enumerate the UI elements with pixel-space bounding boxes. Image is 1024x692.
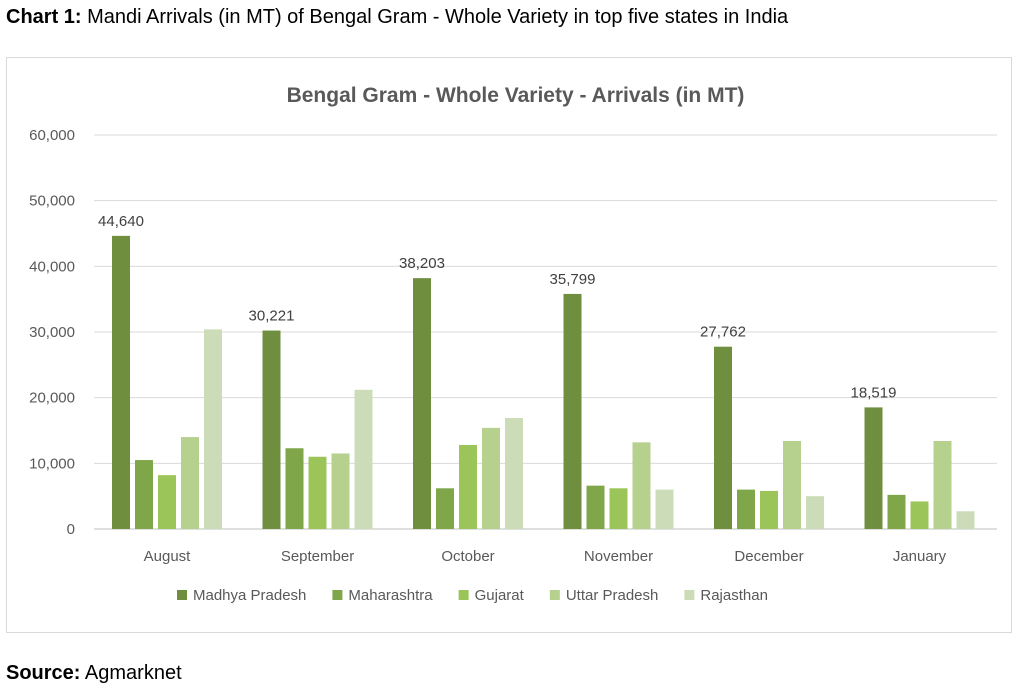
bar-uttar-pradesh xyxy=(482,427,500,529)
y-tick-label: 0 xyxy=(67,521,75,538)
chart-title: Bengal Gram - Whole Variety - Arrivals (… xyxy=(287,84,745,107)
source-prefix: Source: xyxy=(6,662,81,684)
bar-madhya-pradesh xyxy=(413,278,431,529)
data-label: 18,519 xyxy=(851,384,897,401)
source-text: Agmarknet xyxy=(80,662,182,684)
source-note: Source: Agmarknet xyxy=(6,660,182,686)
legend-swatch xyxy=(177,590,187,600)
bar-uttar-pradesh xyxy=(632,442,651,529)
bar-rajasthan xyxy=(956,511,975,529)
y-tick-label: 10,000 xyxy=(29,455,75,472)
bar-maharashtra xyxy=(887,494,906,529)
bar-madhya-pradesh xyxy=(563,293,582,529)
x-tick-label: January xyxy=(893,548,947,565)
bar-madhya-pradesh xyxy=(112,235,130,529)
bar-rajasthan xyxy=(806,496,824,529)
data-label: 38,203 xyxy=(399,255,445,272)
bar-madhya-pradesh xyxy=(262,330,281,529)
bar-maharashtra xyxy=(285,448,304,529)
legend-label: Maharashtra xyxy=(348,587,433,604)
x-tick-label: November xyxy=(584,548,653,565)
bar-rajasthan xyxy=(354,389,373,529)
bar-uttar-pradesh xyxy=(331,453,350,529)
legend-swatch xyxy=(684,590,695,600)
x-tick-label: October xyxy=(441,548,494,565)
bar-maharashtra xyxy=(436,488,454,529)
x-tick-label: December xyxy=(734,548,803,565)
legend-label: Gujarat xyxy=(475,587,525,604)
bar-gujarat xyxy=(308,456,327,529)
bar-madhya-pradesh xyxy=(864,407,883,529)
caption-prefix: Chart 1: xyxy=(6,6,82,28)
legend-label: Uttar Pradesh xyxy=(566,587,659,604)
data-label: 35,799 xyxy=(550,271,596,288)
y-tick-label: 40,000 xyxy=(29,258,75,275)
bar-gujarat xyxy=(760,490,778,529)
legend-label: Madhya Pradesh xyxy=(193,587,306,604)
y-tick-label: 20,000 xyxy=(29,390,75,407)
bar-gujarat xyxy=(158,475,176,529)
bar-maharashtra xyxy=(737,489,755,529)
chart-frame: Bengal Gram - Whole Variety - Arrivals (… xyxy=(6,57,1012,633)
legend-swatch xyxy=(549,590,560,600)
bar-gujarat xyxy=(459,444,477,529)
data-label: 44,640 xyxy=(98,213,144,230)
chart-caption: Chart 1: Mandi Arrivals (in MT) of Benga… xyxy=(6,4,788,30)
bar-rajasthan xyxy=(505,418,523,529)
bar-maharashtra xyxy=(586,485,605,529)
bar-uttar-pradesh xyxy=(783,441,801,529)
data-label: 30,221 xyxy=(249,308,295,325)
caption-text: Mandi Arrivals (in MT) of Bengal Gram - … xyxy=(81,6,789,28)
bar-uttar-pradesh xyxy=(933,441,952,529)
y-tick-label: 50,000 xyxy=(29,193,75,210)
bar-rajasthan xyxy=(655,489,674,529)
bar-gujarat xyxy=(910,501,929,529)
bar-gujarat xyxy=(609,488,628,529)
bar-madhya-pradesh xyxy=(714,346,732,529)
y-tick-label: 60,000 xyxy=(29,127,75,144)
y-tick-label: 30,000 xyxy=(29,324,75,341)
bar-maharashtra xyxy=(135,460,153,529)
bar-rajasthan xyxy=(204,329,222,529)
legend-label: Rajasthan xyxy=(700,587,768,604)
bar-uttar-pradesh xyxy=(181,437,199,529)
x-tick-label: September xyxy=(281,548,354,565)
x-tick-label: August xyxy=(144,548,192,565)
bar-chart: Bengal Gram - Whole Variety - Arrivals (… xyxy=(29,84,997,604)
legend-swatch xyxy=(332,590,343,600)
data-label: 27,762 xyxy=(700,324,746,341)
legend-swatch xyxy=(458,590,469,600)
